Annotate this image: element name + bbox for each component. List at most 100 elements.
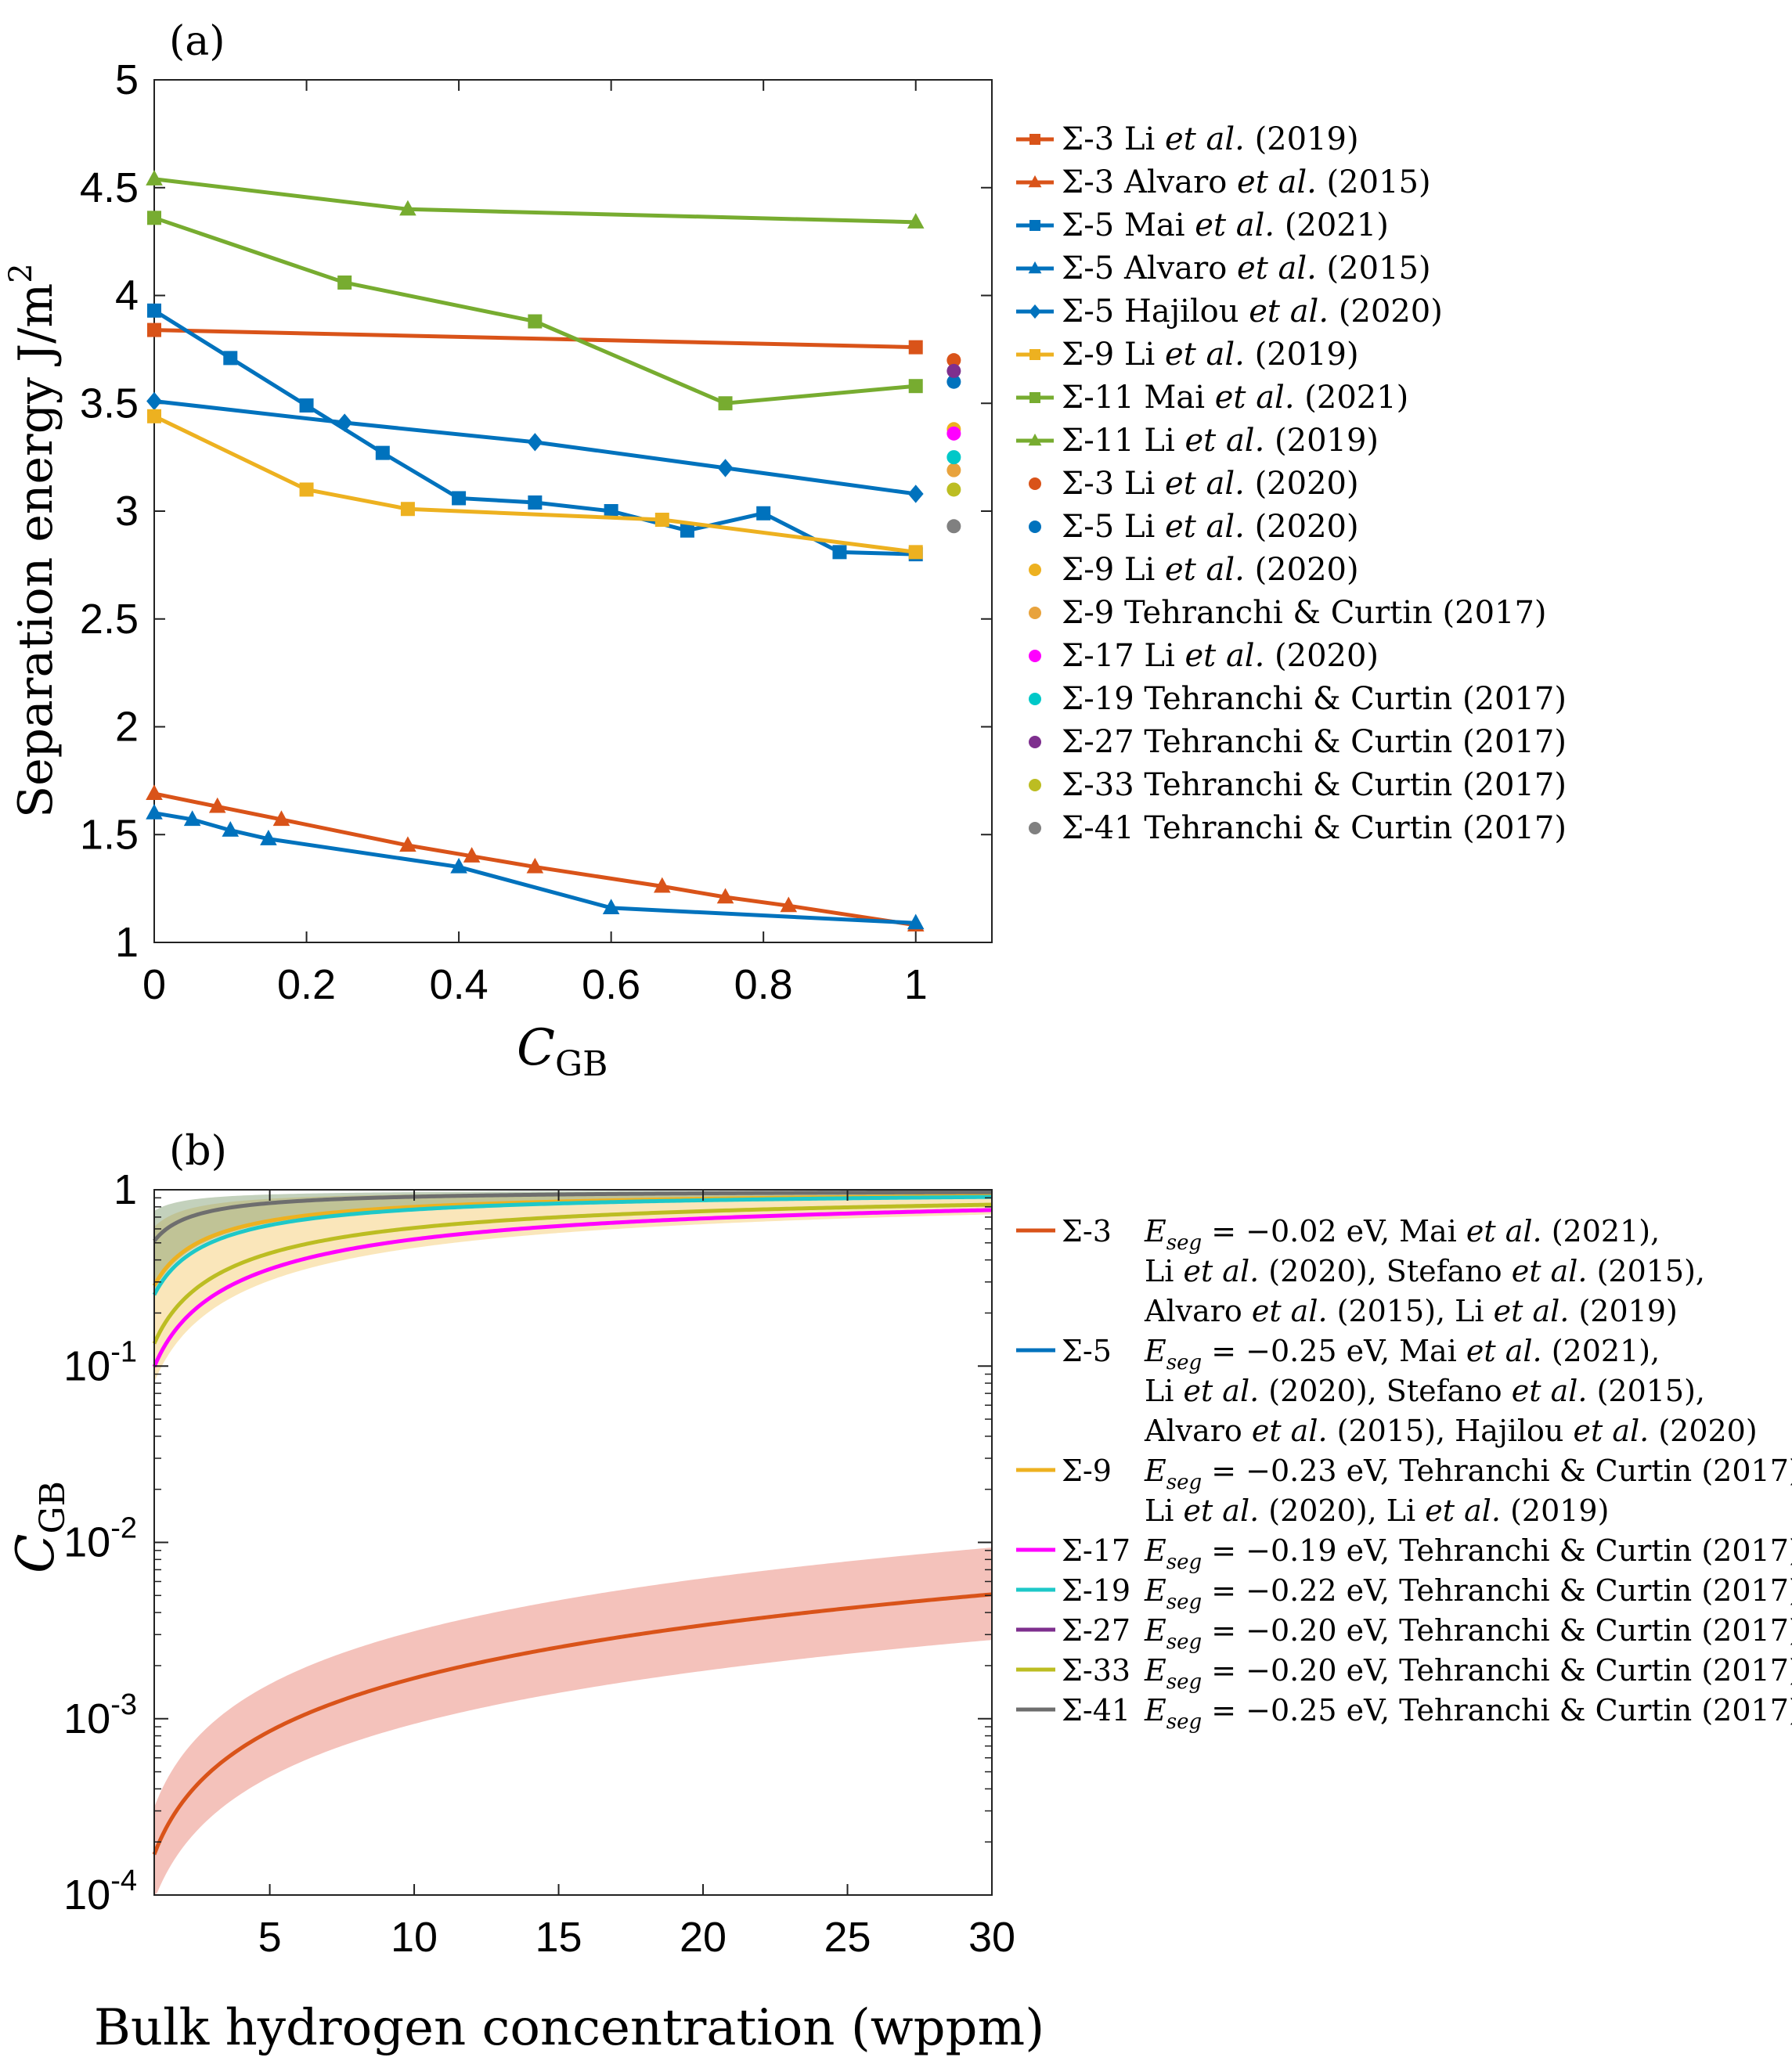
eseg-value: = −0.20 eV, Tehranchi & Curtin (2017), [1202,1613,1792,1648]
legend-year: (2020) [1649,1414,1757,1448]
series-line [147,211,923,411]
x-tick-label: 0.4 [430,961,489,1008]
legend-label: Σ-3 Li et al. (2019) [1062,121,1359,157]
legend-label-etal: et al. [1165,552,1245,588]
y-tick-exponent: -4 [110,1864,137,1897]
data-point-triangle [526,857,544,874]
data-point-triangle [183,810,201,827]
data-point-triangle [907,913,925,930]
legend-label-year: (2019) [1264,423,1379,459]
legend-label: Eseg = −0.19 eV, Tehranchi & Curtin (201… [1144,1533,1792,1574]
y-tick-label: 10-2 [63,1512,137,1566]
legend-etal: et al. [1457,1334,1542,1368]
legend-label: Σ-3 Alvaro et al. (2015) [1062,164,1431,200]
legend-sigma-label: Σ-17 [1062,1533,1130,1568]
legend-sigma-label: Σ-5 [1062,1334,1112,1368]
series-line [146,804,925,930]
legend-label-main: Σ-41 Tehranchi & Curtin (2017) [1062,810,1567,846]
legend-label: Σ-9 Tehranchi & Curtin (2017) [1062,595,1547,631]
y-tick-label: 5 [115,56,139,103]
data-point-circle [1029,607,1041,619]
uncertainty-band [154,1191,992,1383]
series-curve [153,1190,993,1243]
y-tick-base: 10 [63,1872,110,1918]
data-point-circle [1029,521,1041,533]
legend-label-main: Σ-11 Mai [1062,380,1215,416]
legend-label-year: (2020) [1245,466,1359,502]
eseg-subscript: seg [1166,1471,1202,1494]
eseg-value: = −0.25 eV, Mai [1202,1334,1457,1368]
legend-year: (2015), Hajilou [1328,1414,1574,1448]
legend-author: Alvaro [1144,1294,1252,1328]
single-data-point [946,363,961,378]
data-point-circle [1029,822,1041,834]
uncertainty-band [154,1191,992,1291]
legend-etal: et al. [1512,1254,1588,1288]
legend-label-continued: Li et al. (2020), Stefano et al. (2015), [1145,1254,1705,1288]
legend-sigma-label: Σ-41 [1062,1693,1130,1728]
legend-label-main: Σ-3 Li [1062,121,1165,157]
legend-year: (2015), [1587,1374,1705,1408]
eseg-value: = −0.02 eV, Mai [1202,1214,1457,1248]
eseg-symbol: E [1144,1653,1166,1688]
legend-label-etal: et al. [1195,207,1275,243]
legend-author: Li [1145,1374,1183,1408]
legend-etal: et al. [1512,1374,1588,1408]
plot-a-legend: Σ-3 Li et al. (2019) Σ-3 Alvaro et al. (2… [1016,121,1567,846]
data-point-square [452,491,467,506]
data-point-square [147,322,161,337]
legend-label: Σ-41 Tehranchi & Curtin (2017) [1062,810,1567,846]
legend-etal: et al. [1425,1493,1501,1528]
eseg-subscript: seg [1166,1710,1202,1734]
legend-year: (2020), Li [1259,1493,1425,1528]
legend-entry: Σ-27 Tehranchi & Curtin (2017) [1029,724,1567,760]
x-tick-label: 0.2 [277,961,336,1008]
legend-entry: Σ-11 Li et al. (2019) [1016,423,1379,459]
legend-label-main: Σ-3 Li [1062,466,1165,502]
legend-label-year: (2015) [1317,250,1431,286]
x-tick-label: 10 [391,1914,438,1961]
legend-label-main: Σ-9 Li [1062,337,1165,373]
data-point-triangle [463,847,481,863]
legend-year: (2021), [1542,1214,1660,1248]
legend-author: Alvaro [1144,1414,1252,1448]
legend-label: Σ-11 Mai et al. (2021) [1062,380,1408,416]
y-tick-label: 10-4 [63,1864,137,1918]
legend-entry-line: Σ-27 Eseg = −0.20 eV, Tehranchi & Curtin … [1016,1613,1792,1654]
eseg-value: = −0.22 eV, Tehranchi & Curtin (2017), [1202,1573,1792,1608]
eseg-subscript: seg [1166,1670,1202,1694]
y-tick-label: 1 [114,1166,137,1213]
legend-year: (2015), Li [1328,1294,1494,1328]
plot-b-frame [153,1189,993,1896]
data-point-square [375,445,390,460]
data-point-square [223,351,238,366]
legend-label-etal: et al. [1215,380,1295,416]
plot-b-legend: Σ-3 Eseg = −0.02 eV, Mai et al. (2021),Li… [1016,1214,1792,1734]
eseg-symbol: E [1144,1693,1166,1728]
legend-label: Σ-5 Li et al. (2020) [1062,509,1359,545]
legend-entry: Σ-3 Li et al. (2020) [1029,466,1359,502]
data-point-square [756,506,771,521]
legend-label-continued: Alvaro et al. (2015), Li et al. (2019) [1144,1294,1678,1328]
data-point-triangle [260,830,277,845]
eseg-value: = −0.19 eV, Tehranchi & Curtin (2017), [1202,1533,1792,1568]
legend-sigma-label: Σ-19 [1062,1573,1130,1608]
single-data-point [946,519,961,534]
data-point-square [1029,220,1040,231]
data-point-circle [1029,650,1041,662]
legend-label: Σ-5 Mai et al. (2021) [1062,207,1389,243]
legend-year: (2020), Stefano [1259,1374,1512,1408]
series-line [146,170,925,229]
legend-label: Eseg = −0.20 eV, Tehranchi & Curtin (201… [1144,1613,1792,1654]
eseg-symbol: E [1144,1454,1166,1488]
data-point-square [299,398,314,413]
legend-label-main: Σ-17 Li [1062,638,1184,674]
legend-label: Σ-5 Alvaro et al. (2015) [1062,250,1431,286]
y-tick-label: 2.5 [80,596,139,643]
legend-label-main: Σ-33 Tehranchi & Curtin (2017) [1062,767,1567,803]
data-point-triangle [399,200,416,216]
legend-etal: et al. [1183,1374,1259,1408]
legend-label-main: Σ-11 Li [1062,423,1184,459]
